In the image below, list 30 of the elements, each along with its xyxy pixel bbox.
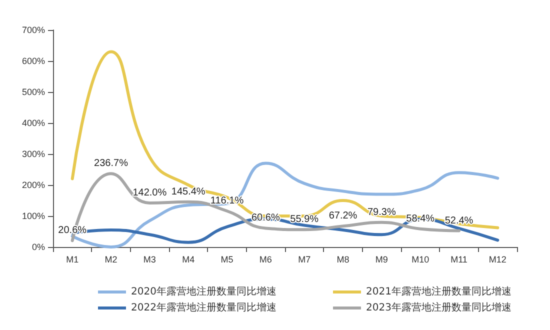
data-label: 236.7% (94, 158, 128, 170)
x-tick-label: M8 (336, 254, 350, 264)
x-tick-label: M1 (66, 254, 79, 264)
y-tick-label: 400% (22, 118, 45, 128)
data-label: 55.9% (290, 214, 319, 226)
legend-label: 2023年露营地注册数量同比增速 (366, 302, 512, 314)
y-tick-label: 500% (22, 87, 45, 97)
y-tick-label: 100% (22, 211, 45, 221)
x-tick-label: M2 (104, 254, 118, 264)
x-tick-label: M10 (412, 254, 430, 264)
data-label: 67.2% (328, 210, 358, 222)
x-tick-label: M4 (182, 254, 195, 264)
y-tick-label: 300% (22, 149, 45, 159)
y-tick-label: 0% (32, 242, 45, 252)
x-tick-label: M9 (375, 254, 388, 264)
x-tick-label: M6 (259, 254, 272, 264)
x-tick-label: M7 (298, 254, 311, 264)
x-tick-label: M3 (143, 254, 156, 264)
data-label: 20.6% (58, 225, 87, 236)
y-tick-label: 700% (22, 25, 45, 35)
legend-label: 2020年露营地注册数量同比增速 (131, 286, 276, 298)
x-tick-label: M11 (450, 254, 468, 264)
y-tick-label: 200% (22, 180, 45, 190)
legend-label: 2021年露营地注册数量同比增速 (366, 286, 512, 298)
legend-label: 2022年露营地注册数量同比增速 (131, 302, 276, 314)
data-label: 145.4% (171, 186, 206, 198)
x-tick-label: M5 (220, 254, 234, 264)
x-tick-label: M12 (488, 254, 506, 264)
y-tick-label: 600% (22, 56, 45, 66)
data-label: 142.0% (132, 187, 167, 198)
